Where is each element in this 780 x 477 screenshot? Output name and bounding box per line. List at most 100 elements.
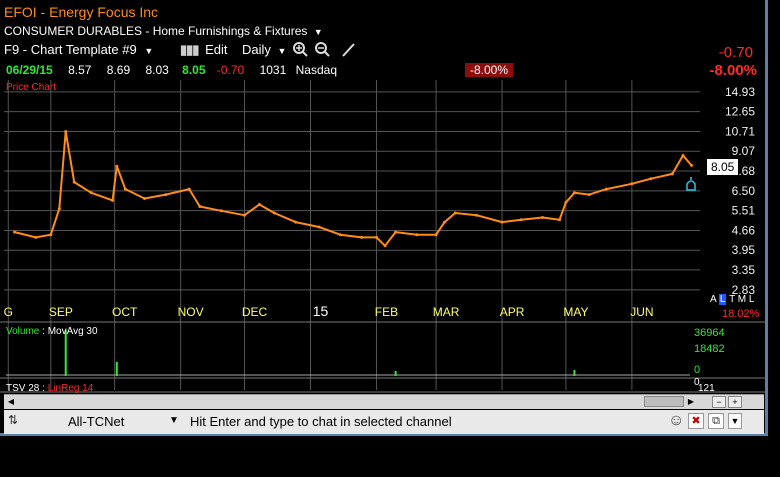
chat-down-icon[interactable]: ▼ <box>728 413 742 429</box>
y-tick-label: 3.35 <box>732 263 756 277</box>
x-tick-label: SEP <box>49 305 73 319</box>
horizontal-scrollbar[interactable]: ◀ ▶ − + <box>4 394 764 409</box>
scroll-left-icon[interactable]: ◀ <box>7 397 15 406</box>
chat-bar: ⇅ All-TCNet ▼ Hit Enter and type to chat… <box>4 410 764 434</box>
pencil-icon[interactable] <box>342 43 355 57</box>
price-point <box>670 172 674 176</box>
template-dropdown[interactable]: F9 - Chart Template #9 ▼ <box>4 42 153 57</box>
zoom-out-icon[interactable] <box>315 42 330 57</box>
price-point <box>681 154 685 157</box>
price-point <box>394 230 398 234</box>
price-chart-svg[interactable]: 14.9312.6510.719.077.686.505.514.663.953… <box>0 0 768 394</box>
price-point <box>338 233 342 237</box>
quote-volume: 1031 <box>259 63 287 77</box>
period-dropdown[interactable]: Daily ▼ <box>242 42 286 57</box>
price-point <box>164 193 168 197</box>
price-point <box>519 218 523 222</box>
price-point <box>558 218 561 222</box>
chat-channel[interactable]: All-TCNet <box>68 414 125 429</box>
price-point <box>434 233 438 237</box>
x-tick-label: DEC <box>242 305 268 319</box>
price-point <box>64 130 68 134</box>
tsv-scale-value: 121 <box>698 383 715 394</box>
mute-icon[interactable]: ✖ <box>688 413 704 429</box>
edit-button[interactable]: ▮▮▮ Edit <box>180 42 228 58</box>
quote-high: 8.69 <box>106 63 131 77</box>
scroll-right-icon[interactable]: ▶ <box>687 397 695 406</box>
price-point <box>243 213 246 217</box>
price-point <box>123 187 127 191</box>
linreg-label: LinReg 14 <box>47 383 94 394</box>
price-point <box>649 177 653 181</box>
price-point <box>500 220 504 224</box>
scale-letter-l[interactable]: L <box>718 294 727 305</box>
template-label: F9 - Chart Template #9 <box>4 42 137 57</box>
pct-change: -8.00% <box>709 62 757 79</box>
price-point <box>317 225 321 229</box>
x-tick-label: MAY <box>563 305 588 319</box>
tsv-label: TSV 28 <box>6 383 40 394</box>
scale-letter-a[interactable]: A <box>710 294 717 305</box>
price-chart-label: Price Chart <box>6 82 57 93</box>
price-point <box>360 235 364 239</box>
volume-scale-min: 0 <box>694 364 701 376</box>
quote-last: 8.05 <box>182 63 206 77</box>
x-tick-label: G <box>4 305 13 319</box>
scale-letter-m[interactable]: M <box>737 294 747 305</box>
y-tick-label: 14.93 <box>725 85 755 99</box>
x-tick-label: OCT <box>112 305 138 319</box>
last-price-tag: 8.05 <box>707 159 739 175</box>
y-tick-label: 3.95 <box>732 243 756 257</box>
price-point <box>453 211 457 215</box>
price-point <box>604 187 608 191</box>
popout-icon[interactable]: ⧉ <box>708 413 724 429</box>
chevron-down-icon: ▼ <box>313 27 323 37</box>
volume-scale-max: 36964 <box>694 327 725 339</box>
price-point <box>257 203 261 206</box>
chat-input[interactable]: Hit Enter and type to chat in selected c… <box>190 414 452 429</box>
industry-dropdown[interactable]: CONSUMER DURABLES - Home Furnishings & F… <box>4 24 323 38</box>
y-tick-label: 4.66 <box>732 224 756 238</box>
symbol-title[interactable]: EFOI - Energy Focus Inc <box>4 4 159 20</box>
x-tick-label: 15 <box>313 303 329 319</box>
chevron-down-icon: ▼ <box>277 46 287 56</box>
quote-open: 8.57 <box>68 63 92 77</box>
price-point <box>143 197 146 200</box>
x-tick-label: MAR <box>433 305 460 319</box>
price-point <box>57 207 61 211</box>
chat-resize-icon[interactable]: ⇅ <box>8 413 19 427</box>
price-point <box>198 205 202 208</box>
x-axis: G SEP OCT NOV DEC 15 FEB MAR APR MAY JUN <box>4 303 654 319</box>
x-tick-label: APR <box>500 305 525 319</box>
price-point <box>690 163 693 167</box>
scale-letter-l2[interactable]: L <box>748 294 755 305</box>
y-tick-label: 9.07 <box>732 144 756 158</box>
chevron-down-icon: ▼ <box>144 46 154 56</box>
zoom-in-icon[interactable] <box>293 42 308 57</box>
price-point <box>13 230 17 234</box>
price-point <box>34 235 38 239</box>
price-point <box>564 200 568 204</box>
tsv-panel-header: TSV 28 : LinReg 14 <box>6 383 94 394</box>
price-point <box>49 233 53 237</box>
x-tick-label: FEB <box>375 305 398 319</box>
y-tick-label: 5.51 <box>732 204 756 218</box>
toolbar-icons <box>293 42 355 57</box>
side-pct: 18.02% <box>722 308 760 320</box>
zoom-minus-button[interactable]: − <box>712 396 726 408</box>
volume-bars <box>6 330 690 376</box>
bell-alert-icon[interactable] <box>683 176 699 192</box>
chevron-down-icon[interactable]: ▼ <box>169 415 179 426</box>
price-point <box>630 182 634 186</box>
price-point <box>72 180 76 184</box>
smiley-icon[interactable]: ☺ <box>668 412 685 429</box>
quote-change: -0.70 <box>216 63 245 77</box>
price-point <box>541 216 544 219</box>
chart-grid <box>0 80 768 393</box>
industry-label: CONSUMER DURABLES - Home Furnishings & F… <box>4 24 308 38</box>
zoom-plus-button[interactable]: + <box>728 396 742 408</box>
y-tick-label: 10.71 <box>725 124 755 138</box>
scale-letter-t[interactable]: T <box>729 294 736 305</box>
price-point <box>187 187 191 191</box>
scroll-thumb[interactable] <box>644 396 684 407</box>
